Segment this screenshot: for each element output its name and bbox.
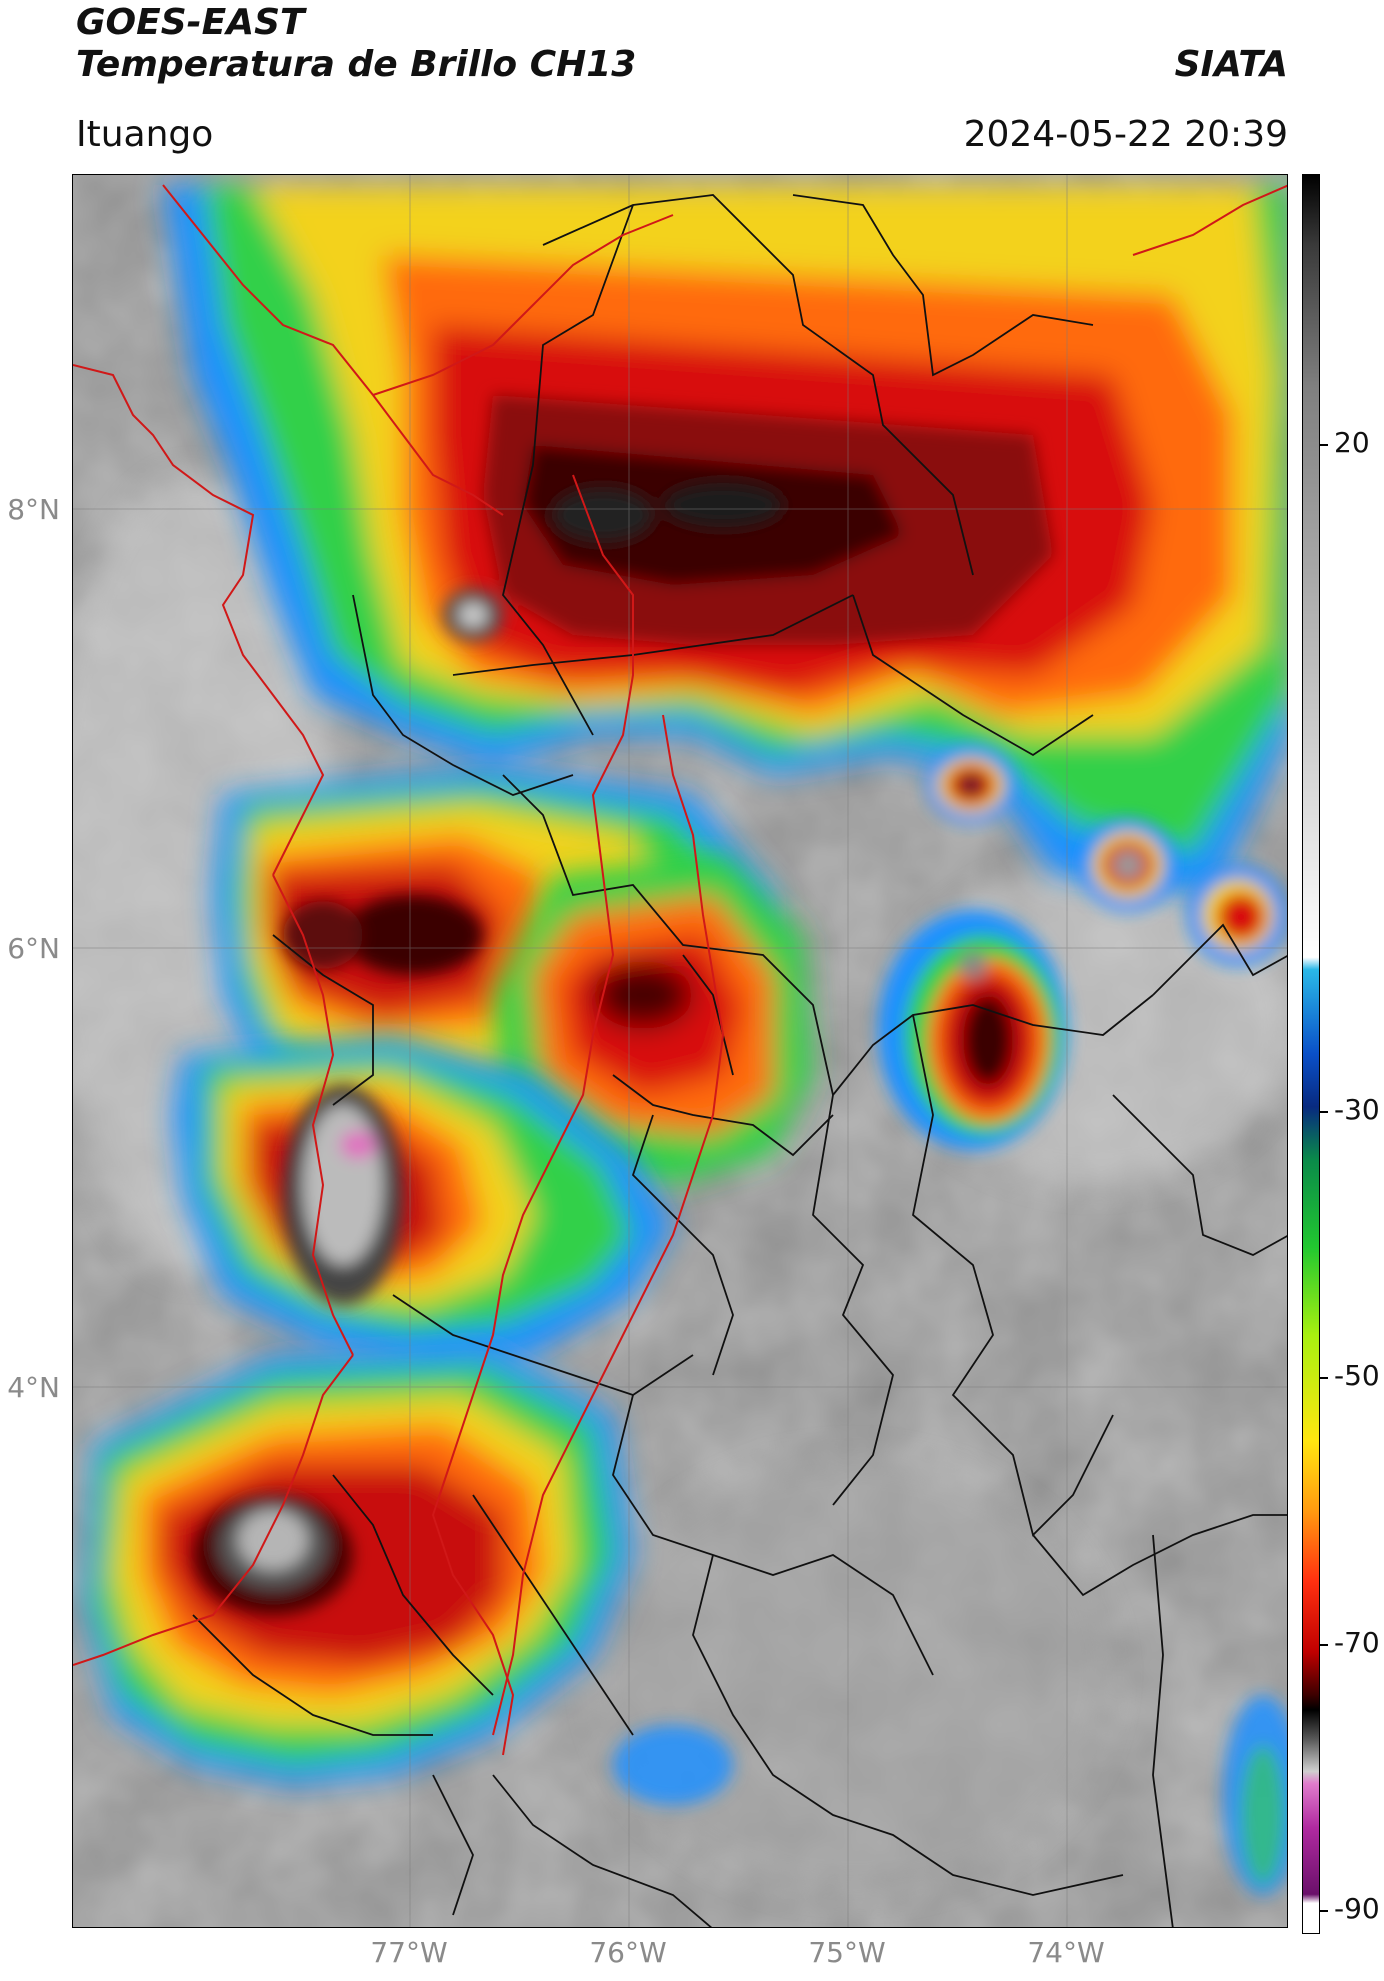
lon-label-74w: 74°W [1027,1936,1105,1969]
country-borders [73,184,1287,1756]
organization-label: SIATA [1174,44,1288,85]
temperature-colorbar [1302,174,1320,1934]
map-canvas [73,175,1287,1927]
lat-label-4n: 4°N [7,1371,60,1404]
colorbar-label-minus70: -70 [1334,1626,1380,1659]
colorbar-label-minus90: -90 [1334,1892,1380,1925]
cloud-cover [83,185,1287,1895]
colorbar-label-minus50: -50 [1334,1359,1380,1392]
satellite-map [72,174,1288,1928]
colorbar-tick [1320,1377,1328,1379]
lon-label-76w: 76°W [589,1936,667,1969]
colorbar-tick [1320,1111,1328,1113]
satellite-title: GOES-EAST [76,2,305,43]
graticule [73,175,1287,1927]
product-title: Temperatura de Brillo CH13 [76,44,637,85]
colorbar-tick [1320,1644,1328,1646]
lon-label-75w: 75°W [808,1936,886,1969]
colorbar-label-minus30: -30 [1334,1093,1380,1126]
colorbar-label-20: 20 [1334,426,1370,459]
department-borders [192,194,1287,1927]
datetime-label: 2024-05-22 20:39 [963,114,1288,155]
lat-label-6n: 6°N [7,932,60,965]
lat-label-8n: 8°N [7,493,60,526]
colorbar-tick [1320,1910,1328,1912]
lon-label-77w: 77°W [370,1936,448,1969]
colorbar-tick [1320,444,1328,446]
location-label: Ituango [76,114,214,155]
